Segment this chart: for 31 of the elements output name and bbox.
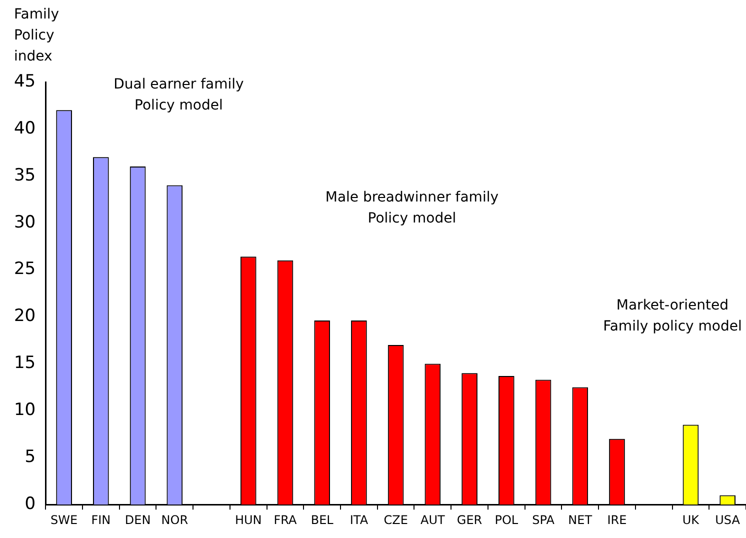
x-tick-label: BEL: [310, 512, 334, 527]
y-tick-label: 40: [14, 118, 36, 138]
x-tick-label: USA: [715, 512, 741, 527]
y-axis-title: Family Policy index: [14, 6, 60, 65]
y-tick-label: 10: [14, 400, 36, 420]
y-tick-label: 0: [24, 494, 36, 514]
x-tick-label: AUT: [420, 512, 446, 527]
x-tick-label: NOR: [161, 512, 188, 527]
y-tick-label: 25: [14, 259, 36, 280]
x-tick-label: UK: [682, 512, 700, 527]
x-tick-label: DEN: [124, 512, 151, 527]
x-tick-label: FIN: [91, 512, 111, 527]
x-tick-label: ITA: [350, 512, 369, 527]
annotation: Male breadwinner family Policy model: [325, 190, 498, 227]
y-tick-label: 45: [14, 71, 36, 92]
y-tick-label: 35: [14, 165, 36, 186]
y-tick-label: 5: [24, 447, 36, 468]
annotation: Dual earner family Policy model: [114, 76, 244, 114]
x-tick-label: NET: [568, 512, 593, 527]
x-tick-label: IRE: [607, 512, 627, 527]
y-tick-label: 30: [14, 212, 36, 232]
x-tick-label: POL: [494, 512, 518, 527]
annotation: Market-oriented Family policy model: [603, 298, 742, 335]
x-tick-label: SPA: [532, 512, 556, 527]
y-tick-label: 20: [14, 306, 36, 326]
x-tick-label: HUN: [234, 512, 262, 527]
y-tick-label: 15: [14, 353, 36, 374]
x-tick-label: SWE: [50, 512, 78, 527]
x-tick-label: GER: [456, 512, 482, 527]
x-tick-label: FRA: [274, 512, 298, 527]
x-tick-label: CZE: [384, 512, 408, 527]
